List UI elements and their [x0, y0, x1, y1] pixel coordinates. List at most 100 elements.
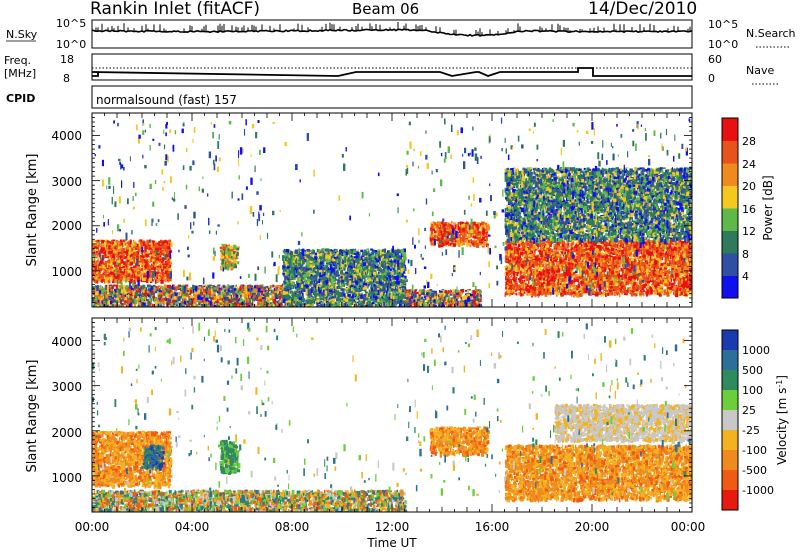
power-cell: [389, 268, 392, 272]
power-cell: [365, 279, 367, 284]
power-cell: [274, 285, 277, 290]
power-cell: [134, 292, 138, 297]
power-cell: [135, 272, 137, 276]
power-cell: [280, 286, 284, 289]
power-cell: [359, 274, 362, 279]
power-cell: [233, 302, 237, 305]
power-cell: [370, 248, 373, 251]
power-cell: [97, 299, 99, 303]
power-cell: [232, 286, 237, 290]
power-cell: [116, 241, 119, 244]
power-cell: [121, 300, 123, 304]
power-cell: [131, 285, 133, 290]
power-cell: [139, 273, 143, 276]
power-cell: [121, 249, 124, 253]
power-cell: [242, 298, 246, 301]
power-heatmap: [92, 117, 692, 311]
power-cell: [100, 266, 103, 271]
power-cell: [92, 297, 94, 301]
power-cell: [247, 288, 250, 292]
power-cell: [354, 300, 357, 304]
power-cell: [217, 302, 220, 305]
power-cell: [129, 258, 131, 261]
power-cell: [92, 248, 95, 251]
power-cell: [332, 304, 336, 306]
power-cell: [118, 284, 122, 289]
power-cell: [163, 284, 168, 289]
power-cell: [119, 239, 122, 242]
power-cell: [104, 244, 106, 249]
power-cell: [261, 292, 264, 296]
power-cell: [104, 261, 108, 266]
power-cell: [167, 299, 171, 302]
power-cell: [135, 278, 138, 282]
power-cell: [236, 261, 240, 263]
power-cell: [136, 243, 140, 249]
power-cell: [243, 300, 245, 305]
power-cell: [221, 266, 223, 270]
power-cell: [105, 300, 109, 305]
power-cell: [213, 291, 216, 295]
power-cell: [153, 279, 155, 282]
power-cell: [171, 305, 175, 307]
power-cell: [226, 258, 229, 261]
power-cell: [97, 243, 100, 248]
power-cell: [216, 286, 219, 289]
power-cell: [150, 256, 152, 260]
power-cell: [257, 304, 261, 307]
power-cell: [149, 303, 153, 305]
power-cell: [98, 267, 101, 272]
power-cell: [200, 297, 203, 300]
power-cell: [335, 249, 338, 253]
power-cell: [137, 285, 140, 290]
power-cell: [155, 260, 159, 265]
power-cell: [109, 272, 112, 278]
power-cell: [140, 301, 143, 306]
power-cell: [162, 251, 166, 253]
power-cell: [348, 250, 351, 253]
power-cell: [134, 276, 137, 280]
power-cell: [101, 239, 104, 244]
nsky-tick-bottom: 10^0: [56, 38, 86, 51]
power-cell: [278, 288, 281, 291]
power-cell: [259, 286, 263, 289]
power-cell: [214, 300, 218, 303]
power-cell: [112, 273, 116, 278]
freq-trace: [91, 67, 692, 77]
power-cell: [112, 285, 114, 290]
power-cell: [249, 300, 252, 305]
power-cell: [133, 292, 136, 296]
power-cell: [371, 287, 374, 292]
power-cell: [239, 291, 243, 296]
power-cell: [96, 262, 99, 267]
power-cell: [200, 298, 203, 302]
power-cell: [146, 261, 148, 266]
power-cell: [158, 296, 161, 301]
power-cell: [96, 285, 99, 289]
power-cell: [101, 286, 104, 289]
power-cell: [102, 299, 106, 302]
power-cell: [236, 247, 239, 251]
power-cell: [187, 300, 190, 303]
power-cell: [350, 264, 353, 270]
power-cell: [247, 298, 250, 302]
power-cell: [232, 292, 235, 296]
power-cell: [193, 285, 196, 290]
power-cell: [222, 307, 225, 311]
power-cell: [219, 258, 223, 261]
power-cell: [158, 260, 161, 263]
power-cell: [367, 285, 369, 289]
nave-tick-top: 60: [708, 53, 722, 66]
power-cell: [404, 286, 407, 290]
power-cell: [337, 305, 341, 307]
power-cell: [201, 292, 204, 297]
power-cell: [155, 279, 157, 284]
power-cell: [126, 249, 129, 252]
power-cell: [106, 248, 109, 253]
power-cell: [264, 302, 268, 307]
power-cell: [149, 288, 153, 293]
power-cell: [99, 260, 102, 263]
power-cell: [142, 287, 145, 292]
power-cell: [172, 303, 176, 306]
